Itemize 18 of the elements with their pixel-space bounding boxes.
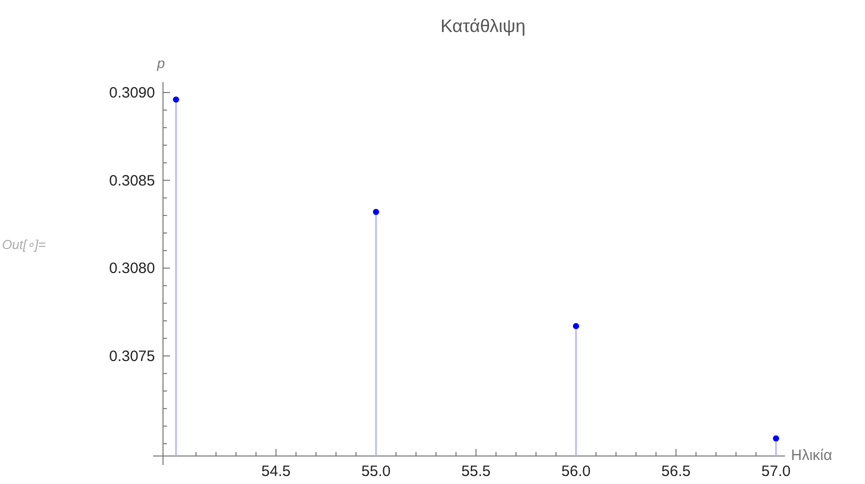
chart-title: Κατάθλιψη — [440, 16, 526, 36]
x-tick-label: 54.5 — [261, 463, 291, 480]
y-tick-label: 0.3075 — [109, 348, 155, 365]
x-tick-label: 56.5 — [661, 463, 691, 480]
point — [572, 322, 580, 330]
y-axis-title: p — [156, 55, 166, 71]
x-tick-label: 55.5 — [461, 463, 491, 480]
y-tick-label: 0.3090 — [109, 84, 155, 102]
point — [172, 96, 180, 103]
point — [772, 435, 780, 442]
x-tick-label: 56.0 — [561, 463, 591, 480]
x-axis-title: Ηλικία — [791, 447, 832, 464]
x-tick-label: 55.0 — [361, 463, 391, 480]
y-tick-label: 0.3080 — [109, 260, 155, 278]
x-tick-label: 57.0 — [761, 463, 791, 480]
text: Out[∘]= — [2, 237, 46, 252]
point — [372, 208, 380, 216]
y-tick-label: 0.3085 — [109, 172, 155, 190]
